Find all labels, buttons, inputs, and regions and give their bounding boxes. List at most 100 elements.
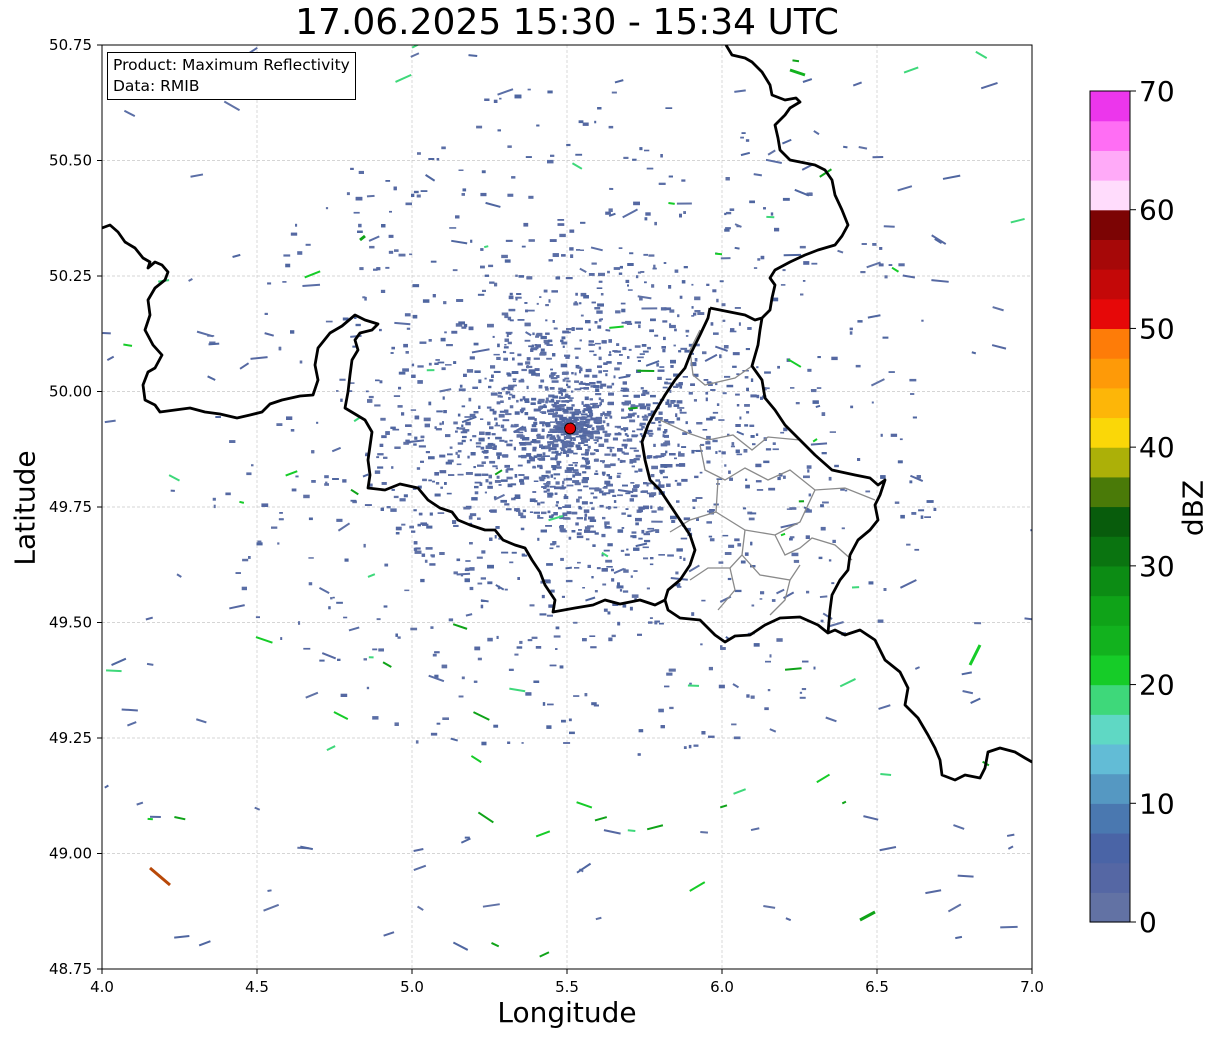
colorbar-tick-label: 70 <box>1139 75 1175 108</box>
echo-pixel <box>663 262 667 264</box>
echo-pixel <box>629 252 634 255</box>
echo-pixel <box>734 589 742 593</box>
echo-pixel <box>756 366 759 369</box>
echo-pixel <box>485 479 489 483</box>
echo-pixel <box>683 517 691 521</box>
echo-pixel <box>726 384 734 388</box>
echo-pixel <box>419 341 427 344</box>
echo-pixel <box>657 484 665 488</box>
echo-pixel <box>519 398 523 402</box>
echo-pixel <box>805 535 810 539</box>
echo-streak <box>613 567 625 575</box>
colorbar-segment <box>1090 120 1130 151</box>
echo-pixel <box>495 526 500 529</box>
echo-pixel <box>834 464 839 468</box>
echo-pixel <box>576 535 584 539</box>
echo-pixel <box>579 302 582 305</box>
echo-streak <box>750 827 760 832</box>
echo-streak <box>362 473 369 478</box>
echo-streak <box>394 321 411 326</box>
echo-pixel <box>662 434 665 438</box>
echo-pixel <box>551 380 559 383</box>
echo-streak <box>992 306 1004 312</box>
echo-pixel <box>750 435 755 438</box>
echo-pixel <box>675 583 681 587</box>
echo-streak <box>223 100 241 112</box>
echo-pixel <box>675 413 678 417</box>
echo-pixel <box>583 485 589 488</box>
echo-pixel <box>349 390 353 392</box>
echo-pixel <box>753 643 760 647</box>
echo-pixel <box>524 339 531 342</box>
echo-pixel <box>390 352 394 354</box>
echo-pixel <box>461 676 465 680</box>
echo-pixel <box>629 419 636 423</box>
echo-pixel <box>674 479 678 482</box>
echo-pixel <box>336 390 339 392</box>
echo-pixel <box>569 419 573 421</box>
echo-pixel <box>358 223 362 228</box>
echo-pixel <box>593 704 599 707</box>
echo-pixel <box>547 510 551 514</box>
echo-pixel <box>744 424 749 427</box>
echo-pixel <box>633 547 640 551</box>
echo-pixel <box>549 374 554 378</box>
echo-pixel <box>718 684 725 689</box>
echo-pixel <box>533 455 538 459</box>
echo-pixel <box>868 581 874 585</box>
echo-pixel <box>545 525 552 527</box>
echo-pixel <box>566 401 570 403</box>
echo-pixel <box>806 192 813 196</box>
echo-pixel <box>290 330 295 334</box>
echo-pixel <box>654 334 659 337</box>
echo-pixel <box>744 552 749 556</box>
x-tick-label: 4.5 <box>245 978 269 996</box>
echo-pixel <box>730 445 735 448</box>
echo-pixel <box>807 469 810 473</box>
echo-pixel <box>552 353 556 357</box>
echo-pixel <box>641 490 648 493</box>
echo-pixel <box>422 523 429 526</box>
echo-streak <box>902 274 916 279</box>
echo-pixel <box>741 132 746 134</box>
echo-pixel <box>883 588 887 591</box>
echo-streak <box>333 711 349 721</box>
echo-pixel <box>577 424 583 428</box>
echo-pixel <box>496 356 501 360</box>
colorbar-segment <box>1090 892 1130 923</box>
echo-streak <box>410 52 420 58</box>
echo-pixel <box>728 544 735 548</box>
colorbar-frame <box>1089 90 1131 923</box>
echo-pixel <box>416 194 421 198</box>
echo-pixel <box>487 323 494 328</box>
echo-pixel <box>663 442 668 446</box>
echo-streak <box>477 811 494 824</box>
echo-pixel <box>561 446 568 449</box>
echo-pixel <box>509 561 514 564</box>
echo-pixel <box>475 442 482 445</box>
echo-pixel <box>571 372 574 375</box>
echo-pixel <box>524 400 530 403</box>
echo-pixel <box>470 239 473 243</box>
strong-echo-cell <box>968 644 982 666</box>
echo-pixel <box>414 436 418 440</box>
echo-streak <box>326 745 336 752</box>
echo-pixel <box>541 428 545 432</box>
echo-pixel <box>611 578 615 582</box>
echo-pixel <box>772 297 779 302</box>
echo-pixel <box>560 363 568 368</box>
echo-pixel <box>705 391 709 395</box>
echo-pixel <box>342 479 347 483</box>
echo-pixel <box>679 411 687 414</box>
echo-pixel <box>570 420 578 424</box>
echo-pixel <box>608 339 612 343</box>
echo-pixel <box>620 302 626 305</box>
echo-pixel <box>649 329 654 333</box>
echo-pixel <box>589 487 596 490</box>
colorbar-segment <box>1090 625 1130 656</box>
echo-pixel <box>439 422 442 426</box>
echo-pixel <box>582 477 589 481</box>
echo-pixel <box>653 443 656 447</box>
echo-pixel <box>623 569 629 573</box>
echo-pixel <box>510 483 517 486</box>
